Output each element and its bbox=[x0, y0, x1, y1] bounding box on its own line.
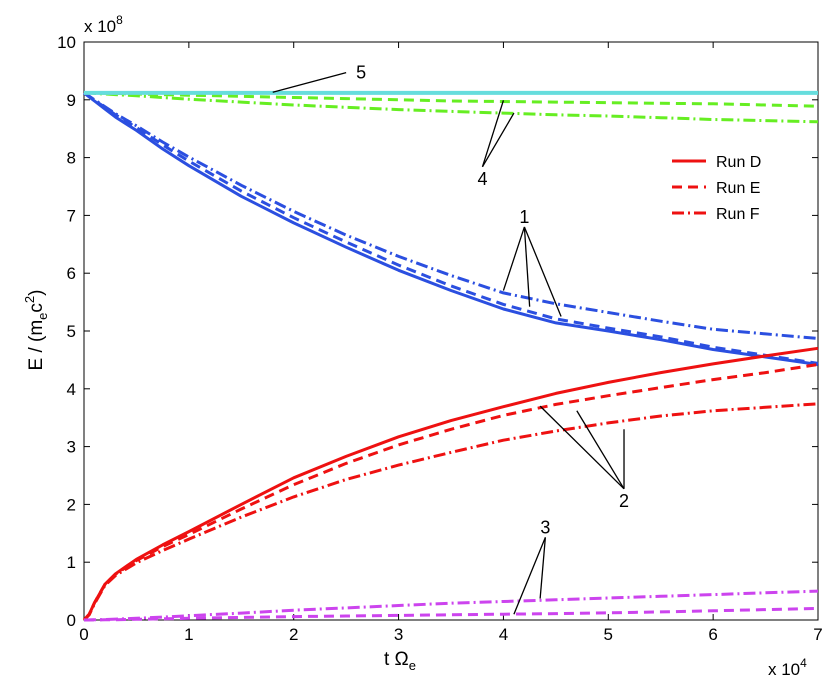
annotation-leader bbox=[539, 405, 625, 490]
annotation-leader bbox=[502, 226, 526, 291]
series-line-2-run-d bbox=[82, 346, 819, 622]
series-line-2-run-e bbox=[82, 363, 819, 622]
legend: Run D Run E Run F bbox=[658, 146, 810, 224]
y-tick-label: 0 bbox=[67, 611, 76, 630]
annotation-leader bbox=[576, 410, 625, 490]
x-tick-label: 6 bbox=[708, 625, 717, 644]
legend-entry-label: Run F bbox=[716, 206, 760, 223]
annotation-label-5: 5 bbox=[356, 63, 366, 83]
series-line-4-run-f bbox=[84, 91, 819, 124]
y-tick-label: 6 bbox=[67, 264, 76, 283]
x-axis-label-subscript: e bbox=[409, 658, 416, 673]
series-line-1-run-f bbox=[83, 91, 819, 340]
y-tick-label: 1 bbox=[67, 553, 76, 572]
y-tick-label: 7 bbox=[67, 206, 76, 225]
y-tick-label: 5 bbox=[67, 322, 76, 341]
series-line-1-run-d bbox=[83, 91, 819, 366]
x-tick-label: 3 bbox=[394, 625, 403, 644]
legend-entry-label: Run E bbox=[716, 180, 760, 197]
y-axis-label: E / (mec2) bbox=[22, 290, 50, 371]
y-tick-label: 9 bbox=[67, 91, 76, 110]
y-multiplier-exponent: 8 bbox=[116, 13, 123, 27]
axis-ticks: 0 1 2 3 4 5 6 7 0 1 2 3 4 5 6 7 8 9 10 bbox=[57, 33, 823, 644]
x-tick-label: 0 bbox=[79, 625, 88, 644]
y-tick-label: 3 bbox=[67, 438, 76, 457]
y-tick-label: 2 bbox=[67, 495, 76, 514]
annotation-leader bbox=[523, 226, 562, 317]
annotation-leader bbox=[272, 72, 347, 93]
x-multiplier: x 104 bbox=[768, 656, 807, 679]
x-tick-label: 4 bbox=[499, 625, 508, 644]
x-tick-label: 1 bbox=[184, 625, 193, 644]
y-tick-label: 8 bbox=[67, 149, 76, 168]
annotations: 5 4 1 2 3 bbox=[272, 63, 629, 615]
annotation-leader bbox=[539, 537, 547, 599]
series-line-2-run-f bbox=[82, 402, 819, 622]
annotation-leader bbox=[523, 226, 531, 307]
x-tick-label: 2 bbox=[289, 625, 298, 644]
annotation-leader bbox=[481, 112, 515, 168]
y-tick-label: 4 bbox=[67, 380, 76, 399]
annotation-label-1: 1 bbox=[519, 207, 529, 227]
x-multiplier-exponent: 4 bbox=[800, 656, 807, 670]
y-multiplier: x 108 bbox=[84, 13, 123, 36]
annotation-leader bbox=[481, 100, 505, 168]
series-line-1-run-e bbox=[83, 91, 819, 365]
annotation-label-3: 3 bbox=[540, 517, 550, 537]
x-axis-label: t Ωe bbox=[384, 649, 416, 673]
series-layer bbox=[82, 90, 819, 622]
annotation-leader bbox=[513, 537, 546, 615]
x-tick-label: 5 bbox=[604, 625, 613, 644]
series-line-3-run-f bbox=[83, 589, 819, 622]
annotation-label-4: 4 bbox=[477, 169, 487, 189]
x-tick-label: 7 bbox=[813, 625, 822, 644]
legend-entry-label: Run D bbox=[716, 154, 761, 171]
y-tick-label: 10 bbox=[57, 33, 76, 52]
annotation-label-2: 2 bbox=[619, 491, 629, 511]
